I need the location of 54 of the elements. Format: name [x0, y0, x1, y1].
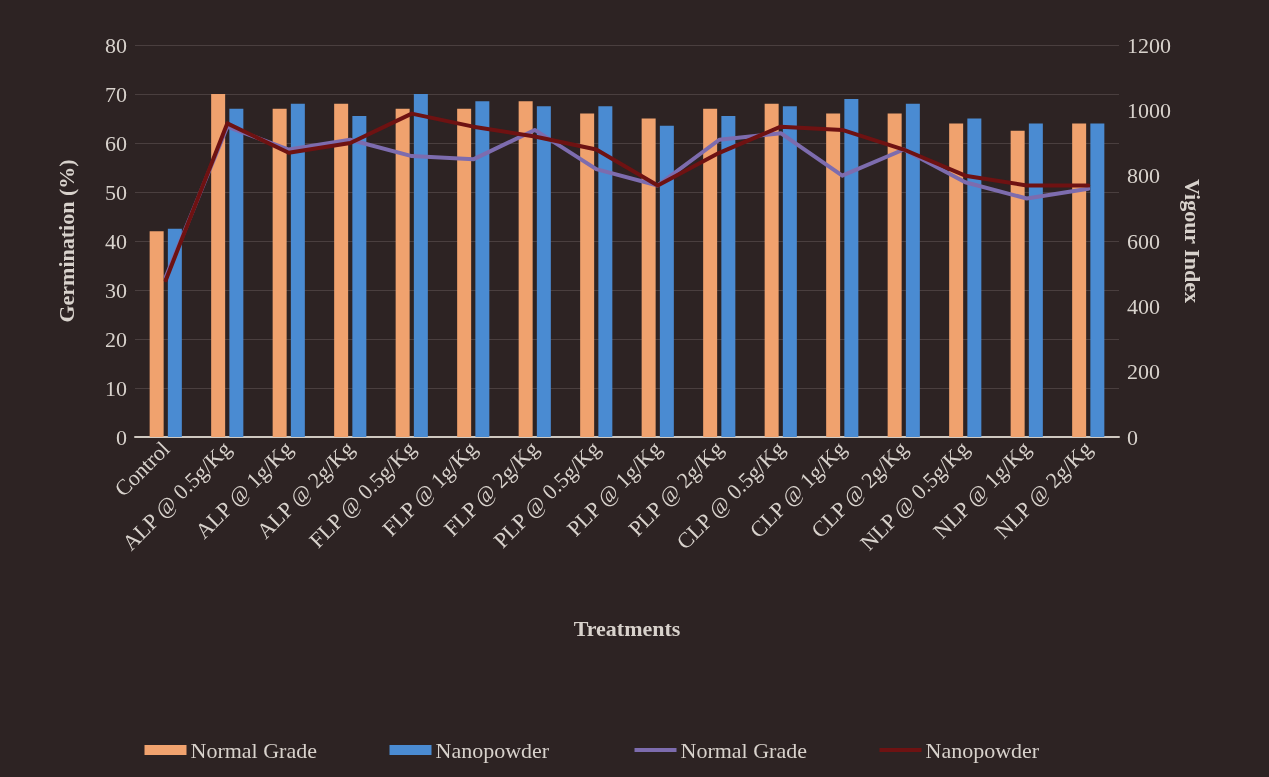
bar	[518, 101, 533, 437]
bar	[598, 106, 613, 437]
bar	[167, 228, 182, 437]
bar	[764, 103, 779, 437]
y-tick-label: 60	[105, 130, 127, 156]
y-tick-label: 50	[105, 179, 127, 205]
bar	[457, 108, 472, 437]
bar	[844, 98, 859, 437]
bar	[1010, 130, 1025, 437]
y2-tick-label: 1000	[1127, 97, 1171, 123]
y2-tick-label: 600	[1127, 228, 1160, 254]
legend-label: Nanopowder	[925, 737, 1040, 763]
bar	[782, 106, 797, 437]
y-tick-label: 20	[105, 326, 127, 352]
y-axis-title: Germination (%)	[53, 159, 79, 323]
bar	[290, 103, 305, 437]
bar	[887, 113, 902, 437]
bar	[1072, 123, 1087, 437]
bar	[334, 103, 349, 437]
bar	[395, 108, 410, 437]
legend-label: Normal Grade	[680, 737, 807, 763]
bar	[905, 103, 920, 437]
y-tick-label: 70	[105, 81, 127, 107]
y2-tick-label: 200	[1127, 359, 1160, 385]
bar	[1090, 123, 1105, 437]
bar	[413, 94, 428, 437]
bar	[826, 113, 841, 437]
bar	[536, 106, 551, 437]
y2-tick-label: 400	[1127, 293, 1160, 319]
bar	[659, 125, 674, 437]
y-tick-label: 10	[105, 375, 127, 401]
y-tick-label: 80	[105, 32, 127, 58]
bar	[949, 123, 964, 437]
y2-tick-label: 1200	[1127, 32, 1171, 58]
bar	[703, 108, 718, 437]
bar	[352, 116, 367, 437]
bar	[721, 116, 736, 437]
legend-label: Nanopowder	[435, 737, 550, 763]
y2-tick-label: 800	[1127, 163, 1160, 189]
bar	[149, 231, 164, 437]
bar	[580, 113, 595, 437]
bar	[475, 101, 490, 437]
legend-label: Normal Grade	[190, 737, 317, 763]
y-tick-label: 40	[105, 228, 127, 254]
bar	[211, 94, 226, 437]
y-tick-label: 30	[105, 277, 127, 303]
bar	[967, 118, 982, 437]
bar	[641, 118, 656, 437]
x-axis-title: Treatments	[573, 615, 681, 641]
bar	[272, 108, 287, 437]
y2-tick-label: 0	[1127, 424, 1138, 450]
bar	[229, 108, 244, 437]
bar	[1028, 123, 1043, 437]
y2-axis-title: Vigour Index	[1180, 178, 1206, 304]
